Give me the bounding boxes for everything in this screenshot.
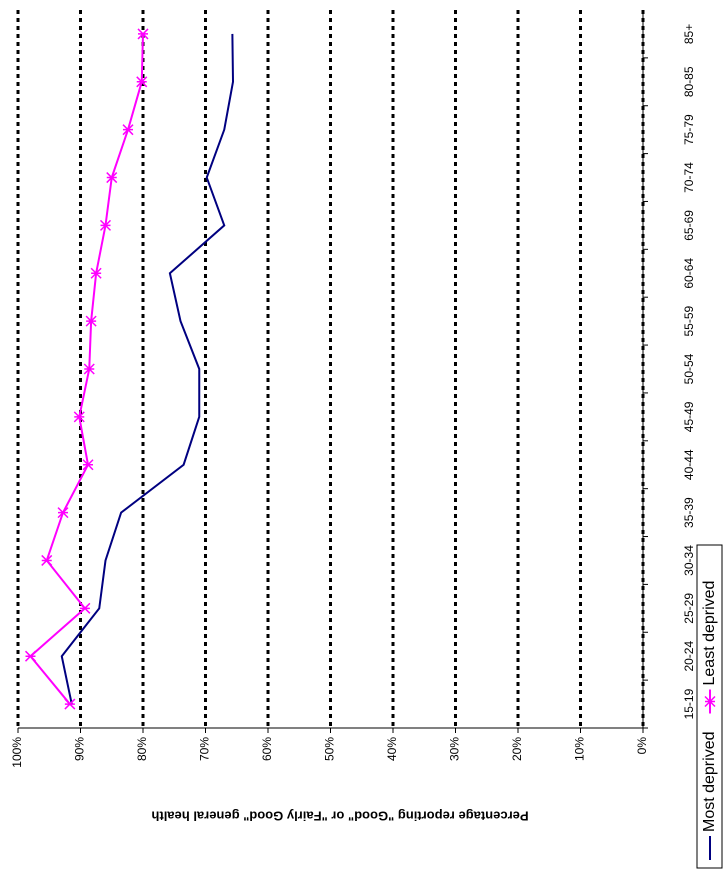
x-tick-label: 65-69 xyxy=(682,210,696,241)
legend-label: Most deprived xyxy=(701,732,718,833)
x-tick-label: 70-74 xyxy=(682,162,696,193)
y-tick-label: 50% xyxy=(323,737,337,761)
legend-marker xyxy=(704,695,716,708)
marker xyxy=(85,315,97,327)
marker xyxy=(82,459,94,471)
marker xyxy=(122,124,134,136)
x-tick-label: 20-24 xyxy=(682,641,696,672)
x-tick-label: 40-44 xyxy=(682,449,696,480)
x-tick-label: 15-19 xyxy=(682,688,696,719)
y-tick-label: 30% xyxy=(448,737,462,761)
y-tick-label: 40% xyxy=(385,737,399,761)
y-tick-label: 0% xyxy=(635,737,649,755)
marker xyxy=(24,650,37,662)
marker xyxy=(64,698,76,710)
x-tick-label: 35-39 xyxy=(682,497,696,528)
marker xyxy=(79,602,91,614)
x-tick-label: 45-49 xyxy=(682,401,696,432)
marker xyxy=(136,76,148,88)
marker xyxy=(99,219,112,231)
y-tick-label: 80% xyxy=(135,737,149,761)
x-tick-label: 60-64 xyxy=(682,258,696,289)
x-tick-label: 80-85 xyxy=(682,66,696,97)
x-tick-label: 85+ xyxy=(682,24,696,44)
marker xyxy=(73,411,85,423)
x-tick-label: 50-54 xyxy=(682,353,696,384)
y-tick-label: 10% xyxy=(573,737,587,761)
marker xyxy=(83,363,95,375)
y-tick-label: 100% xyxy=(10,737,24,768)
x-tick-label: 30-34 xyxy=(682,545,696,576)
y-tick-label: 70% xyxy=(198,737,212,761)
x-tick-label: 75-79 xyxy=(682,114,696,145)
marker xyxy=(106,172,118,184)
legend-label: Least deprived xyxy=(701,581,718,686)
y-tick-label: 20% xyxy=(510,737,524,761)
marker xyxy=(41,554,53,566)
y-tick-label: 60% xyxy=(260,737,274,761)
x-tick-label: 25-29 xyxy=(682,593,696,624)
marker xyxy=(57,507,69,519)
y-tick-label: 90% xyxy=(73,737,87,761)
marker xyxy=(90,267,102,279)
marker xyxy=(137,28,149,40)
axis-title: Percentage reporting "Good" or "Fairly G… xyxy=(151,809,528,824)
x-tick-label: 55-59 xyxy=(682,305,696,336)
